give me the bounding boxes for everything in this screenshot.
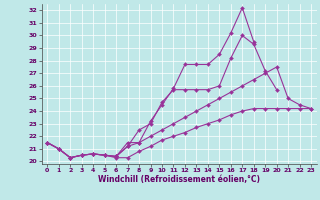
X-axis label: Windchill (Refroidissement éolien,°C): Windchill (Refroidissement éolien,°C) [98, 175, 260, 184]
